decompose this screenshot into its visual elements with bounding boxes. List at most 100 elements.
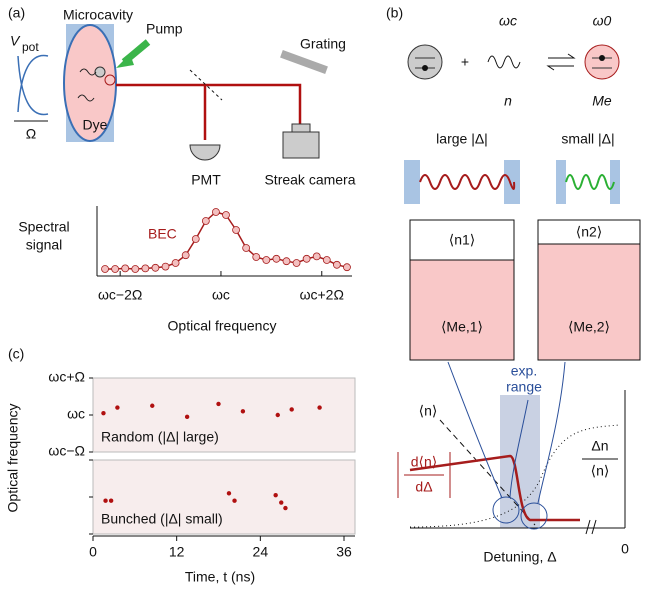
ratio-den: ⟨n⟩: [591, 463, 610, 479]
spectrum-point: [262, 256, 271, 264]
axes: [410, 390, 626, 529]
row-label: Random (|Δ| large): [101, 429, 219, 445]
photon-event: [283, 505, 288, 511]
me1: ⟨Me,1⟩: [441, 319, 483, 335]
spectrum-point: [181, 251, 190, 260]
photon-event: [150, 403, 155, 408]
large-label: large |Δ|: [436, 131, 488, 147]
spectrum-point: [252, 253, 261, 261]
molecule-box: [537, 243, 641, 361]
photon-event: [184, 414, 190, 420]
spectrum-point: [111, 265, 120, 273]
highlight: [492, 496, 520, 524]
molecule-box: [409, 259, 515, 361]
photon-event: [108, 498, 114, 503]
photon-event: [289, 407, 294, 412]
fluctuation-curve: [409, 424, 621, 528]
photon-event: [216, 401, 221, 407]
spectrum-point: [121, 264, 130, 273]
mirror: [556, 160, 566, 204]
spectrum-point: [201, 217, 210, 225]
deriv-den: dΔ: [415, 479, 432, 495]
grating-label: Grating: [300, 36, 346, 52]
photon-event: [317, 405, 322, 410]
pmt-label: PMT: [191, 172, 221, 188]
mirror: [504, 160, 520, 204]
photon-event: [279, 500, 284, 505]
photon-event: [103, 498, 108, 503]
photon-box: [537, 219, 641, 245]
photon-event: [232, 498, 237, 503]
molecule: [104, 74, 116, 86]
y-tick-label: ωc−Ω: [48, 443, 85, 459]
exp-range: [500, 395, 540, 528]
omega-c: ωc: [499, 13, 517, 29]
panel-label: (b): [386, 5, 403, 21]
pointer: [447, 361, 566, 504]
spectrum-point: [212, 208, 220, 216]
spectrum-point: [232, 226, 240, 234]
photon: [487, 55, 521, 69]
spectrum-point: [343, 263, 351, 272]
y-tick-label: ωc: [67, 406, 85, 422]
n1: ⟨n1⟩: [449, 232, 476, 248]
x-tick-label: 24: [253, 544, 269, 560]
photon-event: [101, 410, 106, 416]
spectrum-plot: Spectral signal BEC Optical frequency: [18, 206, 352, 334]
y-tick-label: ωc+Ω: [48, 369, 85, 385]
molecule: [94, 66, 106, 78]
x-label: Detuning, Δ: [483, 549, 556, 565]
ground-molecule: [407, 44, 443, 80]
camera-lens: [291, 123, 311, 133]
spectrum-point: [131, 265, 140, 273]
n-curve: [439, 419, 536, 526]
spectrum-point: [272, 254, 281, 263]
highlight: [520, 502, 548, 530]
n-mean: ⟨n⟩: [419, 403, 438, 419]
panel-label: (a): [8, 5, 25, 21]
y-label: signal: [26, 237, 63, 253]
spectrum-point: [161, 262, 170, 271]
spectrum-line: [105, 211, 348, 270]
n2: ⟨n2⟩: [576, 224, 603, 240]
mirror: [404, 160, 420, 204]
pump-arrow-head: [116, 54, 134, 68]
omega-0: ω0: [593, 13, 612, 29]
x-tick-label: 36: [336, 544, 352, 560]
v-pot-sub: pot: [22, 40, 39, 54]
spectrum-point: [191, 235, 200, 243]
photon-event: [226, 491, 232, 496]
spectrum-point: [302, 254, 311, 263]
spectrum-point: [141, 264, 150, 273]
v-pot: V: [10, 33, 21, 49]
electron: [422, 65, 428, 71]
spectrum-point: [101, 265, 109, 273]
x-label: Optical frequency: [168, 318, 277, 334]
x-label: Time, t (ns): [185, 569, 255, 585]
y-label: Optical frequency: [5, 404, 21, 513]
panel-label: (c): [8, 346, 24, 362]
exp-label: exp.: [511, 363, 537, 379]
photon-box: [409, 219, 515, 261]
spectrum-point: [222, 211, 230, 219]
deriv-num: d⟨n⟩: [411, 454, 438, 470]
beam: [116, 83, 302, 140]
me2: ⟨Me,2⟩: [568, 319, 610, 335]
x-tick-label: 0: [89, 544, 97, 560]
series-label: BEC: [148, 226, 177, 242]
grating: [280, 50, 328, 74]
cavity: [63, 24, 117, 142]
row-label: Bunched (|Δ| small): [101, 511, 223, 527]
mode: [565, 174, 615, 190]
plus: +: [461, 54, 469, 70]
pmt: [189, 144, 221, 161]
me-label: Me: [592, 93, 612, 109]
beam-splitter: [189, 69, 223, 101]
photon: [79, 68, 97, 76]
equilibrium-arrows: [546, 53, 576, 71]
raster: [92, 459, 356, 535]
omega-label: Ω: [26, 126, 36, 142]
photon-event: [273, 492, 278, 498]
spectrum-point: [242, 244, 251, 252]
spectrum-point: [171, 259, 180, 267]
